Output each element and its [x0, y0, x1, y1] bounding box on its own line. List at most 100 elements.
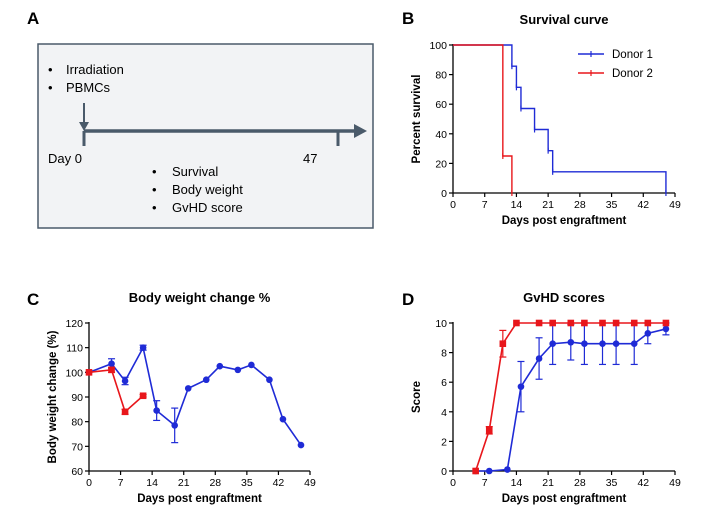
x-tick-label-b: 7: [482, 199, 488, 211]
x-axis-label-b: Days post engraftment: [502, 215, 627, 227]
treatment-pbmcs: PBMCs: [66, 80, 111, 95]
x-tick-label-c: 49: [304, 477, 316, 489]
data-point-donor-2: [85, 369, 93, 376]
x-tick-label-b: 0: [450, 199, 456, 211]
x-tick-label-c: 7: [118, 477, 124, 489]
injection-arrow-head: [79, 122, 89, 131]
y-tick-label-c: 120: [65, 318, 83, 330]
data-point-donor-1: [202, 376, 210, 384]
y-tick-label-c: 90: [71, 392, 83, 404]
treatment-irradiation: Irradiation: [66, 62, 124, 77]
data-point-donor-2: [567, 319, 575, 327]
panel-label-d: D: [402, 290, 414, 309]
x-tick-label-d: 35: [606, 477, 618, 489]
data-point-donor-1: [139, 344, 147, 351]
y-tick-label-d: 2: [441, 436, 447, 448]
data-point-donor-1: [234, 366, 242, 374]
data-point-donor-1: [266, 376, 273, 384]
x-tick-label-b: 35: [606, 199, 618, 211]
data-point-donor-1: [121, 377, 129, 385]
readout-survival: Survival: [172, 164, 218, 179]
chart-title-d: GvHD scores: [523, 290, 605, 305]
data-point-donor-1: [504, 466, 511, 473]
data-point-donor-2: [581, 319, 588, 327]
panel-label-c: C: [27, 290, 39, 309]
data-point-donor-1: [248, 361, 255, 369]
data-point-donor-2: [485, 427, 493, 434]
y-tick-label-d: 4: [441, 407, 447, 419]
x-tick-label-b: 49: [669, 199, 681, 211]
data-point-donor-1: [184, 385, 192, 392]
chart-title-b: Survival curve: [520, 12, 609, 27]
data-point-donor-1: [485, 467, 493, 475]
series-line-donor-2: [88, 369, 144, 414]
y-tick-label-b: 40: [435, 129, 447, 141]
readout-body-weight: Body weight: [172, 182, 243, 197]
data-point-donor-1: [216, 362, 224, 370]
gvhd-score-chart: GvHD scores 0 7 14 21 28 35 42 49 0 2 4 6 8 10 Days pos…: [411, 290, 681, 505]
x-tick-label-b: 14: [511, 199, 523, 211]
data-point-donor-1: [108, 360, 115, 368]
data-point-donor-2: [644, 319, 652, 327]
y-tick-label-d: 6: [441, 377, 447, 389]
y-axis-label-b: Percent survival: [411, 75, 423, 164]
x-axis-label-d: Days post engraftment: [502, 493, 627, 505]
survival-step-line-donor-2: [453, 44, 513, 193]
y-tick-label-c: 80: [71, 417, 83, 429]
data-point-donor-1: [279, 415, 287, 423]
treatment-bullet-1: •: [48, 62, 53, 77]
readout-bullet-2: •: [152, 182, 157, 197]
data-point-donor-2: [108, 366, 115, 374]
data-point-donor-2: [612, 319, 620, 327]
x-tick-label-b: 21: [542, 199, 554, 211]
x-tick-label-c: 0: [86, 477, 92, 489]
x-tick-label-d: 28: [574, 477, 586, 489]
data-point-donor-2: [549, 319, 556, 327]
panel-label-b: B: [402, 9, 414, 28]
timeline-arrow-head: [354, 124, 367, 138]
y-tick-label-b: 0: [441, 188, 447, 200]
data-point-donor-1: [535, 355, 543, 362]
x-tick-label-c: 21: [178, 477, 190, 489]
data-point-donor-2: [472, 467, 479, 475]
data-point-donor-1: [567, 338, 575, 346]
x-tick-label-d: 14: [511, 477, 523, 489]
survival-chart: Survival curve 0 7 14 21 28 35 42 49 0 20 40 60 80 100…: [411, 12, 681, 227]
treatment-bullet-2: •: [48, 80, 53, 95]
y-tick-label-b: 80: [435, 70, 447, 82]
readout-bullet-3: •: [152, 200, 157, 215]
legend-label-donor-1: Donor 1: [612, 49, 653, 61]
data-point-donor-2: [139, 392, 147, 400]
data-point-donor-2: [662, 319, 670, 327]
data-point-donor-1: [581, 340, 588, 348]
data-point-donor-1: [153, 407, 160, 414]
x-tick-label-d: 42: [637, 477, 649, 489]
data-point-donor-1: [599, 340, 606, 348]
chart-title-c: Body weight change %: [129, 290, 271, 305]
x-tick-label-b: 28: [574, 199, 586, 211]
x-tick-label-c: 14: [146, 477, 158, 489]
x-tick-label-c: 28: [209, 477, 221, 489]
x-tick-label-c: 35: [241, 477, 253, 489]
readout-bullet-1: •: [152, 164, 157, 179]
data-point-donor-1: [297, 441, 305, 449]
timeline-start-label: Day 0: [48, 151, 82, 166]
y-axis-label-d: Score: [411, 381, 423, 413]
y-tick-label-b: 100: [429, 40, 447, 52]
x-tick-label-b: 42: [637, 199, 649, 211]
x-tick-label-d: 21: [542, 477, 554, 489]
y-tick-label-d: 10: [435, 318, 447, 330]
panel-a: A • Irradiation • PBMCs Day 0 47 • Survi…: [27, 9, 374, 229]
data-point-donor-2: [499, 340, 507, 348]
y-tick-label-c: 100: [65, 367, 83, 379]
readout-gvhd-score: GvHD score: [172, 200, 243, 215]
panel-label-a: A: [27, 9, 39, 28]
y-tick-label-d: 8: [441, 348, 447, 360]
y-axis-label-c: Body weight change (%): [47, 330, 59, 463]
data-point-donor-1: [612, 340, 620, 348]
x-tick-label-d: 0: [450, 477, 456, 489]
series-line-donor-1: [88, 345, 302, 446]
x-axis-label-c: Days post engraftment: [137, 493, 262, 505]
y-tick-label-c: 60: [71, 466, 83, 478]
